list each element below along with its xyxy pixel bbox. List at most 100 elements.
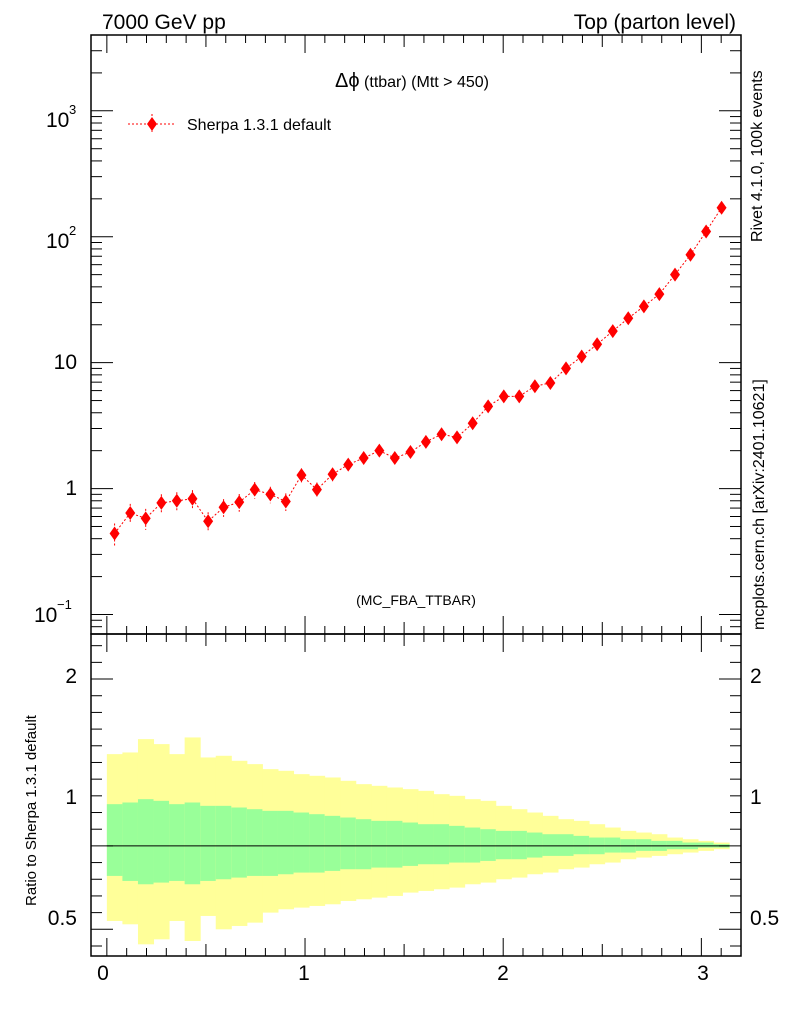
- main-ticks: [91, 34, 742, 635]
- xtick-label-1: 1: [298, 962, 310, 985]
- legend-marker: [147, 117, 157, 131]
- ratio-band-1sigma: [106, 804, 123, 876]
- data-point: [109, 526, 120, 541]
- data-point: [203, 514, 214, 529]
- main-ytick-base-100: 10: [46, 230, 69, 253]
- data-point: [374, 443, 385, 458]
- data-point: [358, 450, 369, 465]
- ratio-band-1sigma: [386, 820, 403, 868]
- ratio-band-1sigma: [526, 832, 543, 858]
- data-point: [171, 493, 182, 508]
- ratio-band-1sigma: [184, 802, 201, 885]
- ratio-band-1sigma: [666, 840, 683, 850]
- main-ytick-exp-0.1: −1: [57, 597, 72, 612]
- data-point: [218, 500, 229, 515]
- main-ytick-exp-1000: 3: [69, 102, 76, 117]
- rivet-label: Rivet 4.1.0, 100k events: [749, 70, 766, 242]
- ratio-band-1sigma: [573, 835, 590, 855]
- xtick-label-3: 3: [697, 962, 709, 985]
- data-point: [280, 494, 291, 509]
- data-point: [125, 505, 136, 520]
- ratio-band-1sigma: [293, 812, 310, 873]
- ratio-band-1sigma: [262, 810, 279, 876]
- ratio-band-1sigma: [277, 810, 295, 875]
- main-ytick-label-10: 10: [54, 351, 77, 374]
- ratio-band-1sigma: [169, 804, 186, 881]
- ratio-band-1sigma: [557, 834, 575, 856]
- main-marks: [109, 200, 727, 546]
- main-ytick-base-0.1: 10: [34, 604, 57, 627]
- mcplots-label: mcplots.cern.ch [arXiv:2401.10621]: [751, 379, 768, 630]
- ratio-band-1sigma: [153, 800, 170, 883]
- header-right: Top (parton level): [574, 11, 736, 34]
- data-point: [452, 430, 463, 445]
- data-point: [249, 482, 260, 497]
- ratio-band-1sigma: [433, 824, 450, 865]
- data-point: [716, 200, 727, 215]
- main-ytick-label-100: 10 2: [46, 223, 76, 253]
- ratio-band-1sigma: [417, 824, 435, 865]
- data-point: [514, 389, 525, 404]
- ratio-band-1sigma: [635, 839, 652, 851]
- series-line: [114, 207, 723, 534]
- ratio-band-1sigma: [355, 819, 372, 870]
- data-point: [607, 324, 618, 339]
- data-point: [592, 337, 603, 352]
- data-point: [311, 482, 322, 497]
- data-point: [343, 457, 354, 472]
- data-point: [654, 287, 665, 302]
- main-panel: 10 3 10 2 10 1 10 −1 Δϕ (ttbar) (Mtt > 4…: [34, 34, 742, 635]
- ratio-ytick-label-1: 1: [65, 786, 77, 809]
- data-point: [405, 445, 416, 460]
- legend-label: Sherpa 1.3.1 default: [187, 117, 332, 134]
- data-point: [576, 349, 587, 364]
- ratio-ytick-label-2: 2: [65, 665, 77, 688]
- main-ytick-label-0.1: 10 −1: [34, 597, 72, 627]
- data-point: [234, 495, 245, 510]
- data-point: [140, 511, 151, 526]
- ratio-frame: [90, 633, 742, 957]
- ratio-band-1sigma: [246, 809, 263, 876]
- ratio-band-1sigma: [511, 830, 528, 860]
- data-point: [483, 399, 494, 414]
- xtick-label-2: 2: [497, 962, 509, 985]
- ratio-band-1sigma: [542, 834, 559, 856]
- ratio-band-1sigma: [464, 827, 481, 863]
- ratio-ytick-label-0.5: 0.5: [48, 907, 77, 930]
- ratio-band-1sigma: [215, 805, 232, 880]
- data-point: [670, 267, 681, 282]
- data-point: [420, 434, 431, 449]
- ratio-ticks: [91, 634, 742, 956]
- chart-title: Δϕ (ttbar) (Mtt > 450): [335, 70, 489, 92]
- ratio-band-1sigma: [697, 842, 715, 848]
- data-point: [156, 495, 167, 510]
- ratio-band-1sigma: [402, 822, 419, 866]
- watermark: (MC_FBA_TTBAR): [356, 592, 476, 608]
- data-point: [327, 467, 338, 482]
- ratio-ytick-label-0.5-right: 0.5: [750, 907, 779, 930]
- ratio-band-1sigma: [480, 829, 497, 861]
- ratio-band-1sigma: [137, 799, 155, 885]
- data-point: [529, 379, 540, 394]
- data-point: [467, 416, 478, 431]
- data-point: [545, 375, 556, 390]
- ratio-band-1sigma: [200, 805, 217, 881]
- main-ytick-label-1000: 10 3: [46, 102, 76, 132]
- data-point: [701, 224, 712, 239]
- ratio-band-1sigma: [495, 830, 512, 860]
- data-point: [561, 361, 572, 376]
- ratio-band-1sigma: [309, 814, 326, 873]
- data-point: [265, 487, 276, 502]
- data-point: [389, 450, 400, 465]
- data-point: [498, 389, 509, 404]
- data-point: [187, 491, 198, 506]
- main-ytick-base-1000: 10: [46, 109, 69, 132]
- ratio-band-1sigma: [371, 820, 388, 868]
- ratio-band-1sigma: [122, 802, 139, 881]
- data-point: [685, 247, 696, 262]
- ratio-band-1sigma: [604, 837, 621, 853]
- ratio-band-1sigma: [340, 817, 357, 870]
- data-point: [436, 427, 447, 442]
- xtick-label-0: 0: [97, 962, 109, 985]
